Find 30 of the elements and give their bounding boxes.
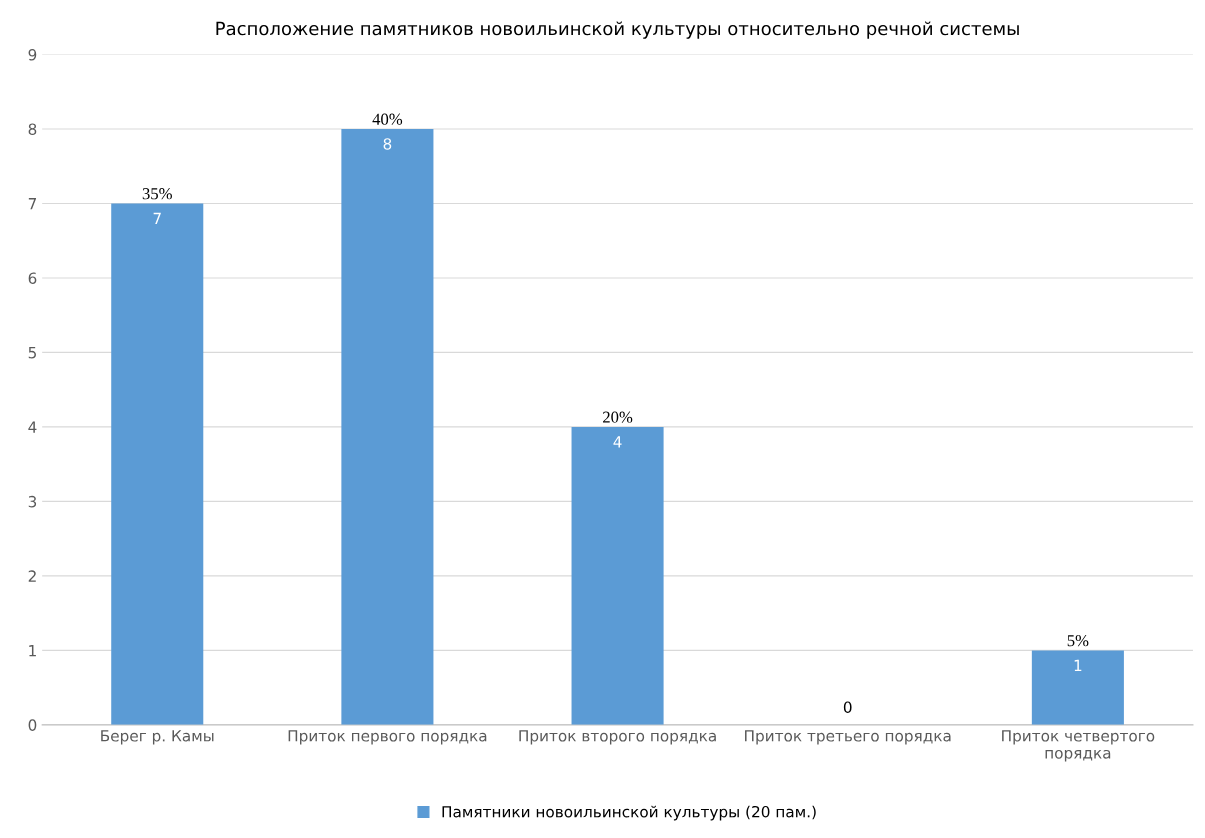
bar [111,203,204,725]
y-tick-label: 5 [28,347,36,359]
data-label: 0 [843,701,852,713]
x-tick-label: Берег р. Камы [101,730,214,745]
annotation: 5% [1067,635,1089,647]
y-tick-label: 8 [28,123,37,135]
data-label: 7 [153,212,161,224]
x-tick-label: Приток первого порядка [288,730,487,745]
y-tick-label: 1 [29,645,36,657]
chart-title: Расположение памятников новоильинской культуры относительно речной системы [216,21,1019,39]
annotation: 20% [603,411,633,423]
legend-label: Памятники новоильинской культуры (20 пам.) [442,805,816,821]
data-label: 1 [1074,659,1082,671]
y-tick-label: 0 [28,719,37,731]
data-label: 8 [383,138,392,150]
data-label: 4 [613,436,622,448]
y-tick-label: 2 [28,570,36,582]
y-tick-label: 7 [28,198,37,210]
bar [571,426,664,725]
y-tick-label: 9 [28,48,37,61]
annotation: 40% [372,113,403,125]
x-tick-label: Приток третьего порядка [745,730,951,745]
bar [341,128,434,725]
y-tick-label: 6 [28,272,37,284]
x-tick-label: Приток второго порядка [519,730,716,745]
bar [1031,650,1124,725]
annotation: 35% [142,188,172,200]
y-tick-label: 4 [28,421,37,433]
y-tick-label: 3 [28,495,37,508]
x-tick-label: Приток четвертого порядка [1002,730,1155,762]
